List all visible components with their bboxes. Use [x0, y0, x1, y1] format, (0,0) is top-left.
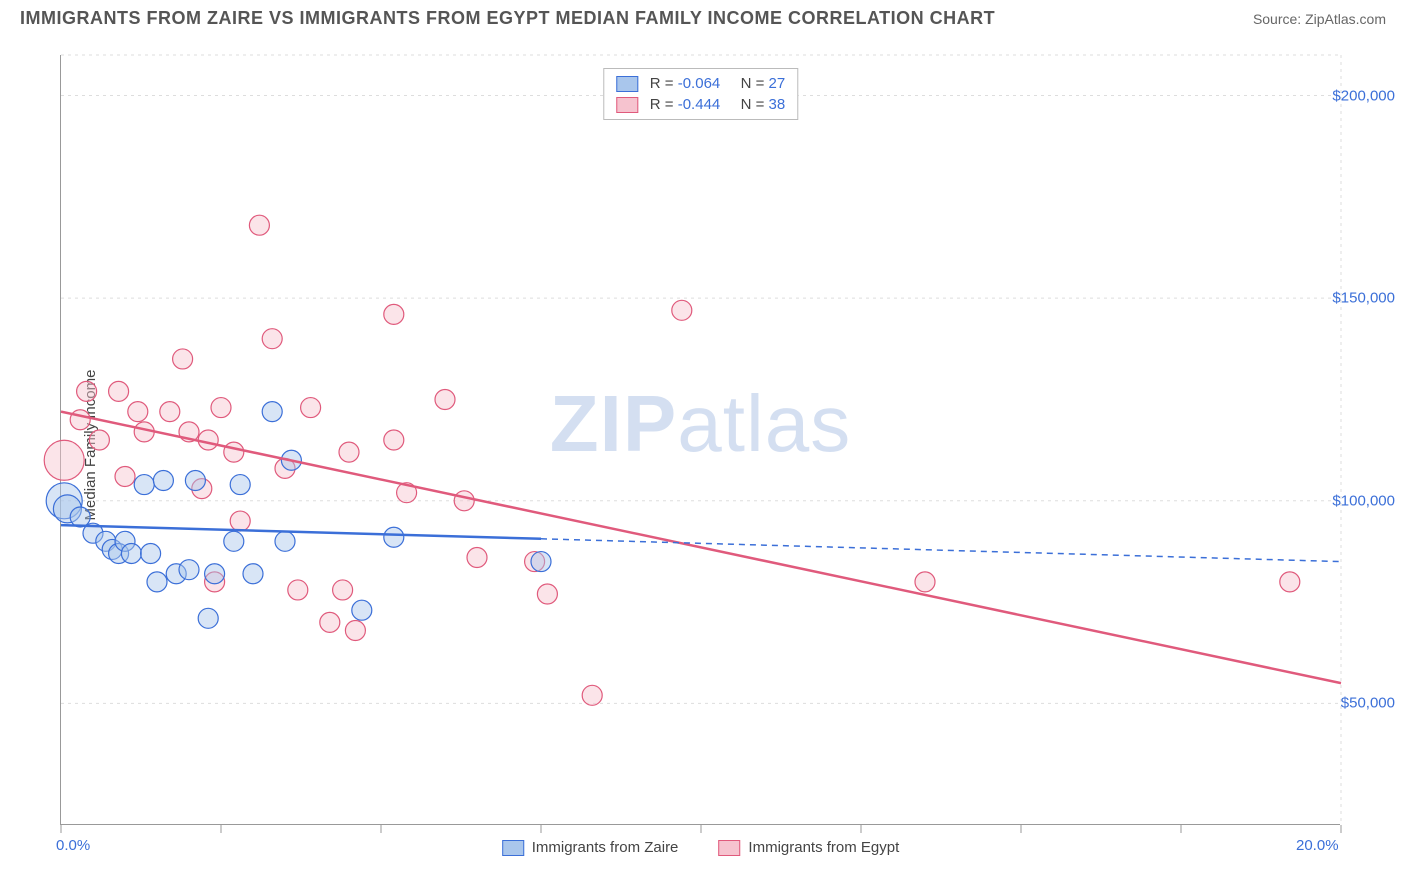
egypt-point	[173, 349, 193, 369]
zaire-point	[230, 475, 250, 495]
legend-swatch-egypt	[616, 97, 638, 113]
egypt-point	[77, 381, 97, 401]
source-name[interactable]: ZipAtlas.com	[1305, 11, 1386, 27]
zaire-point	[262, 402, 282, 422]
ytick-label: $150,000	[1332, 290, 1395, 307]
egypt-point	[1280, 572, 1300, 592]
ytick-label: $100,000	[1332, 492, 1395, 509]
egypt-point	[537, 584, 557, 604]
egypt-point	[384, 304, 404, 324]
egypt-point	[435, 389, 455, 409]
egypt-point	[211, 398, 231, 418]
legend-n-egypt: 38	[769, 96, 786, 113]
egypt-point	[230, 511, 250, 531]
egypt-point	[262, 329, 282, 349]
zaire-point	[243, 564, 263, 584]
egypt-point	[224, 442, 244, 462]
zaire-point	[205, 564, 225, 584]
egypt-point	[301, 398, 321, 418]
egypt-point	[198, 430, 218, 450]
legend-r-label: R = -0.444	[650, 96, 720, 113]
egypt-point	[454, 491, 474, 511]
egypt-point	[320, 612, 340, 632]
egypt-point	[249, 215, 269, 235]
legend-row-zaire: R = -0.064 N = 27	[616, 73, 785, 94]
zaire-point	[275, 531, 295, 551]
zaire-point	[224, 531, 244, 551]
egypt-point	[70, 410, 90, 430]
egypt-point	[339, 442, 359, 462]
egypt-point	[288, 580, 308, 600]
egypt-point	[345, 620, 365, 640]
header: IMMIGRANTS FROM ZAIRE VS IMMIGRANTS FROM…	[0, 0, 1406, 33]
egypt-point	[109, 381, 129, 401]
xtick-label: 20.0%	[1296, 837, 1339, 854]
series-label-egypt: Immigrants from Egypt	[748, 839, 899, 856]
egypt-point	[672, 300, 692, 320]
series-swatch-egypt	[718, 840, 740, 856]
source-attribution: Source: ZipAtlas.com	[1253, 11, 1386, 27]
zaire-point	[134, 475, 154, 495]
zaire-point	[185, 471, 205, 491]
egypt-point	[160, 402, 180, 422]
zaire-point	[179, 560, 199, 580]
egypt-point	[115, 466, 135, 486]
zaire-point	[153, 471, 173, 491]
egypt-trendline	[61, 412, 1341, 684]
source-label: Source:	[1253, 11, 1301, 27]
series-label-zaire: Immigrants from Zaire	[532, 839, 679, 856]
zaire-trendline-dashed	[541, 539, 1341, 562]
zaire-point	[384, 527, 404, 547]
series-legend: Immigrants from Zaire Immigrants from Eg…	[502, 839, 900, 856]
legend-n-label: N = 38	[732, 96, 785, 113]
zaire-point	[352, 600, 372, 620]
xtick-label: 0.0%	[56, 837, 90, 854]
ytick-label: $200,000	[1332, 87, 1395, 104]
zaire-point	[198, 608, 218, 628]
egypt-point	[384, 430, 404, 450]
series-swatch-zaire	[502, 840, 524, 856]
chart-title: IMMIGRANTS FROM ZAIRE VS IMMIGRANTS FROM…	[20, 8, 995, 29]
zaire-point	[70, 507, 90, 527]
zaire-point	[121, 543, 141, 563]
legend-r-label: R = -0.064	[650, 75, 720, 92]
zaire-point	[147, 572, 167, 592]
egypt-point	[582, 685, 602, 705]
chart-container: Median Family Income ZIPatlas R = -0.064…	[50, 45, 1386, 845]
egypt-point	[44, 440, 84, 480]
zaire-point	[531, 552, 551, 572]
ytick-label: $50,000	[1341, 695, 1395, 712]
series-legend-egypt: Immigrants from Egypt	[718, 839, 899, 856]
legend-n-label: N = 27	[732, 75, 785, 92]
egypt-point	[128, 402, 148, 422]
egypt-point	[333, 580, 353, 600]
scatter-plot	[61, 55, 1341, 825]
legend-r-egypt: -0.444	[678, 96, 721, 113]
legend-swatch-zaire	[616, 76, 638, 92]
plot-area: ZIPatlas R = -0.064 N = 27 R = -0.444 N …	[60, 55, 1340, 825]
zaire-point	[141, 543, 161, 563]
stats-legend: R = -0.064 N = 27 R = -0.444 N = 38	[603, 68, 798, 120]
series-legend-zaire: Immigrants from Zaire	[502, 839, 679, 856]
legend-r-zaire: -0.064	[678, 75, 721, 92]
egypt-point	[89, 430, 109, 450]
egypt-point	[915, 572, 935, 592]
legend-row-egypt: R = -0.444 N = 38	[616, 94, 785, 115]
legend-n-zaire: 27	[769, 75, 786, 92]
egypt-point	[467, 548, 487, 568]
